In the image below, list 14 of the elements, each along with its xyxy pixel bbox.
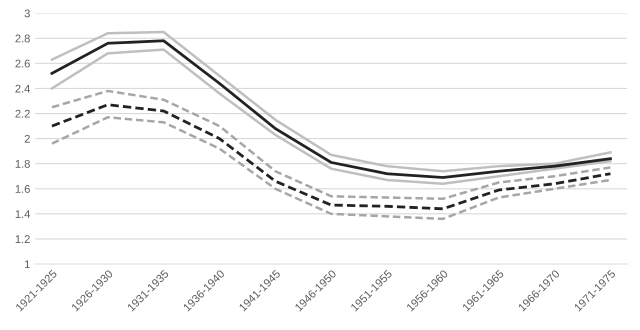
line-series (50, 103, 612, 210)
y-tick-label: 1.6 (16, 185, 30, 193)
y-tick-label: 2.6 (15, 60, 30, 68)
y-tick-label: 3 (24, 9, 30, 18)
y-tick-label: 2 (24, 134, 30, 143)
y-tick-label: 2.2 (15, 110, 30, 118)
y-tick-label: 1.2 (16, 235, 30, 243)
y-tick-label: 1 (25, 260, 30, 268)
y-tick-label: 1.4 (16, 210, 30, 218)
line-series (50, 90, 612, 200)
y-tick-label: 2.8 (15, 34, 30, 42)
y-tick-label: 2.4 (15, 84, 30, 92)
line-series (50, 116, 612, 220)
y-tick-label: 1.8 (16, 160, 30, 168)
